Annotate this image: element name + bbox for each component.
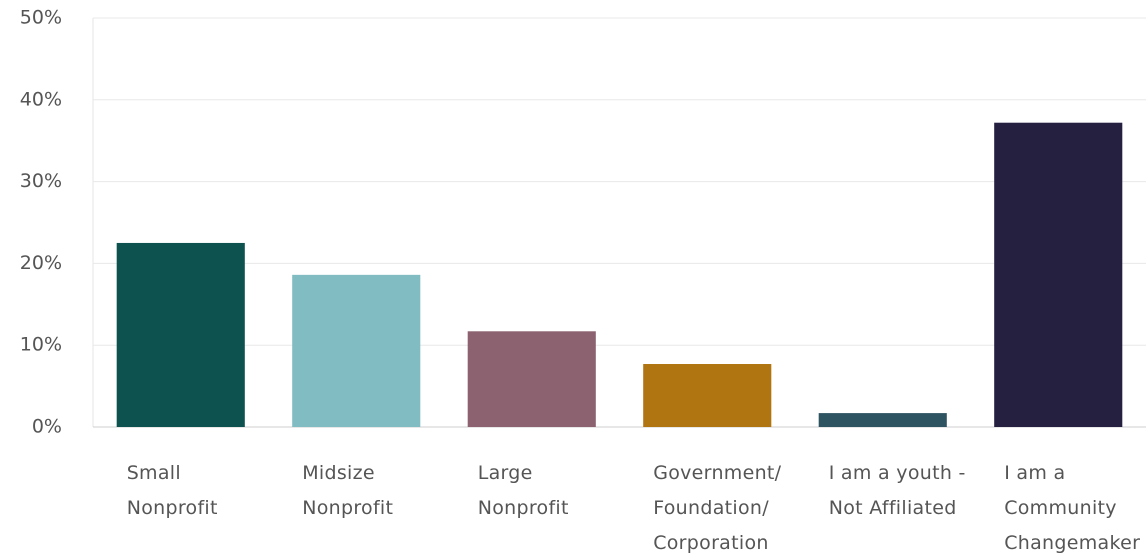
x-tick-label: Midsize Nonprofit [302,462,394,519]
y-tick-label: 40% [20,88,62,110]
bar [116,242,245,427]
x-tick-label: Large Nonprofit [477,462,569,519]
bar [643,364,772,427]
y-tick-label: 30% [20,170,62,192]
y-tick-label: 0% [32,416,62,438]
bar [467,331,596,427]
x-tick-label: Government/ Foundation/ Corporation [653,462,782,554]
y-tick-label: 10% [20,334,62,356]
x-tick-label: I am a youth - Not Affiliated [828,462,966,519]
bar [292,274,421,427]
y-tick-label: 20% [20,252,62,274]
bar [818,413,947,427]
x-tick-label: I am a Community Changemaker [1004,462,1141,554]
x-tick-label: Small Nonprofit [126,462,218,519]
bar [994,122,1123,427]
y-tick-label: 50% [20,7,62,29]
